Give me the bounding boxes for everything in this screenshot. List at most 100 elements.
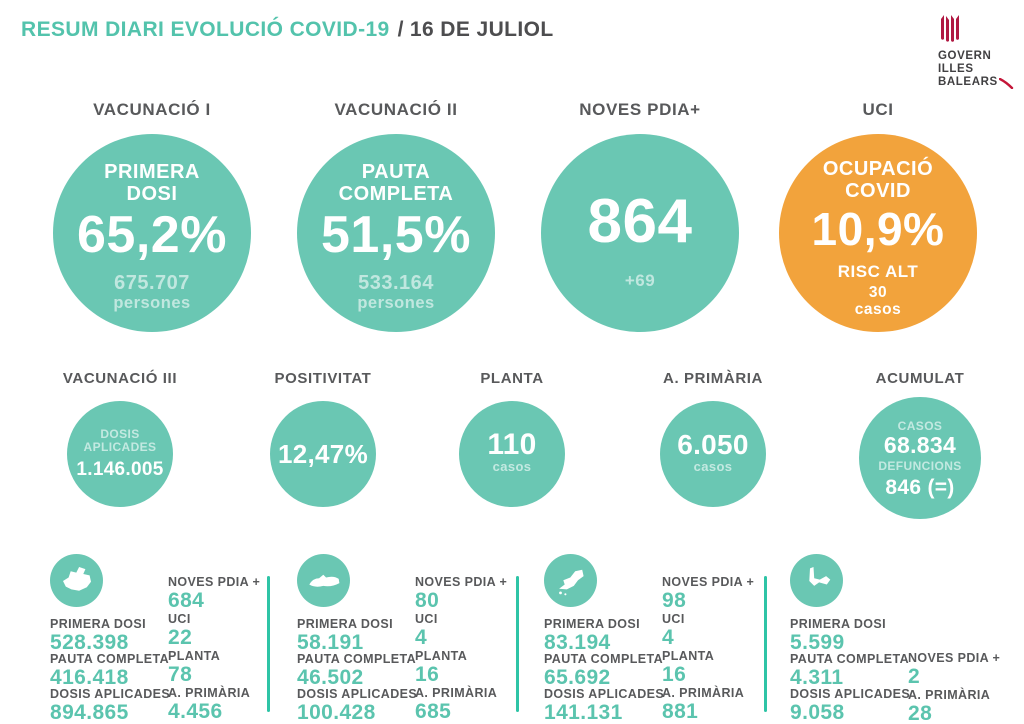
kpi-header: NOVES PDIA+: [579, 100, 701, 119]
section-divider: [764, 576, 767, 712]
stat-value: 58.191: [297, 630, 364, 654]
logo-text-line: GOVERN: [938, 50, 992, 62]
stat-value: 4: [662, 625, 675, 649]
kpi-circle: PAUTA COMPLETA 51,5% 533.164 persones: [297, 134, 495, 332]
kpi-top-label: PAUTA COMPLETA: [338, 161, 454, 205]
kpi-value: 6.050: [677, 429, 749, 460]
stat-value: 16: [662, 662, 687, 686]
stat-value: 894.865: [50, 700, 129, 724]
stat-value: 4.311: [790, 665, 844, 689]
kpi-unit-label: casos: [492, 459, 532, 474]
island-case-stats: NOVES PDIA +684 UCI 22 PLANTA 78 A. PRIMÀR…: [168, 575, 268, 724]
govern-illes-balears-logo: GOVERN ILLES BALEARS: [938, 12, 1018, 89]
eivissa-island-icon: [544, 554, 597, 607]
stat-value: 5.599: [790, 630, 845, 654]
kpi-risk-label: RISC ALT: [837, 262, 919, 281]
stat-value: 684: [168, 588, 205, 612]
stat-value: 416.418: [50, 665, 129, 689]
stat-label: DOSIS APLICADES: [544, 687, 665, 701]
island-section-mallorca: PRIMERA DOSI 528.398 PAUTA COMPLETA 416.41…: [48, 548, 268, 724]
island-section-formentera: PRIMERA DOSI 5.599 PAUTA COMPLETA 4.311 DO…: [788, 548, 1008, 724]
kpi-circle: PRIMERA DOSI 65,2% 675.707 persones: [53, 134, 251, 332]
stat-value: 80: [415, 588, 440, 612]
kpi-noves-pdia: NOVES PDIA+ 864 +69: [540, 100, 740, 332]
kpi-header: VACUNACIÓ III: [62, 370, 178, 387]
stat-label: PAUTA COMPLETA: [790, 652, 910, 666]
stat-value: 78: [168, 662, 193, 686]
stat-label: NOVES PDIA +: [662, 575, 755, 589]
stat-value: 4: [415, 625, 428, 649]
stat-label: PRIMERA DOSI: [297, 617, 394, 631]
island-case-stats: NOVES PDIA +2 A. PRIMÀRIA 28: [908, 651, 1008, 724]
island-vaccination-stats: PRIMERA DOSI 83.194 PAUTA COMPLETA 65.692 …: [544, 617, 665, 724]
logo-text-line: ILLES: [938, 63, 974, 75]
kpi-cases-label: CASOS: [897, 418, 943, 433]
menorca-island-icon: [297, 554, 350, 607]
kpi-value: 1.146.005: [76, 458, 164, 480]
kpi-cases-value: 68.834: [883, 432, 957, 458]
logo-text-line: BALEARS: [938, 76, 1018, 89]
kpi-circle: 110 casos: [459, 401, 565, 507]
stat-value: 46.502: [297, 665, 364, 689]
kpi-top-label: OCUPACIÓ COVID: [822, 158, 934, 202]
page-title: RESUM DIARI EVOLUCIÓ COVID-19 /16 DE JULI…: [21, 18, 554, 42]
stat-label: NOVES PDIA +: [908, 651, 1001, 665]
stat-label: A. PRIMÀRIA: [908, 688, 991, 702]
stat-value: 528.398: [50, 630, 129, 654]
island-case-stats: NOVES PDIA +80 UCI 4 PLANTA 16 A. PRIMÀRIA…: [415, 575, 515, 724]
island-vaccination-stats: PRIMERA DOSI 58.191 PAUTA COMPLETA 46.502 …: [297, 617, 417, 724]
kpi-header: PLANTA: [480, 370, 544, 387]
stat-value: 881: [662, 699, 699, 723]
kpi-circle: DOSIS APLICADES 1.146.005: [67, 401, 173, 507]
kpi-planta: PLANTA 110 casos: [432, 370, 592, 507]
kpi-value: 110: [487, 428, 537, 461]
kpi-deaths-value: 846 (=): [885, 475, 955, 499]
stat-label: DOSIS APLICADES: [790, 687, 911, 701]
kpi-pre-label: DOSIS APLICADES: [83, 426, 157, 454]
kpi-vacunacio-1: VACUNACIÓ I PRIMERA DOSI 65,2% 675.707 p…: [52, 100, 252, 332]
kpi-header: A. PRIMÀRIA: [663, 370, 763, 387]
kpi-positivitat: POSITIVITAT 12,47%: [243, 370, 403, 507]
kpi-value: 864: [587, 187, 693, 256]
stat-label: PLANTA: [168, 649, 221, 663]
island-vaccination-stats: PRIMERA DOSI 528.398 PAUTA COMPLETA 416.41…: [50, 617, 170, 724]
kpi-value: 12,47%: [278, 439, 368, 469]
island-case-stats: NOVES PDIA +98 UCI 4 PLANTA 16 A. PRIMÀRIA…: [662, 575, 762, 724]
stat-label: PAUTA COMPLETA: [297, 652, 417, 666]
kpi-circle: CASOS 68.834 DEFUNCIONS 846 (=): [859, 397, 981, 519]
title-main: RESUM DIARI EVOLUCIÓ COVID-19: [21, 18, 390, 41]
kpi-circle: 6.050 casos: [660, 401, 766, 507]
stat-value: 83.194: [544, 630, 611, 654]
stat-label: NOVES PDIA +: [168, 575, 261, 589]
title-date: 16 DE JULIOL: [409, 18, 554, 41]
kpi-top-label: PRIMERA DOSI: [104, 161, 200, 205]
stat-label: PLANTA: [415, 649, 468, 663]
kpi-header: ACUMULAT: [875, 370, 965, 387]
kpi-uci: UCI OCUPACIÓ COVID 10,9% RISC ALT 30 cas…: [778, 100, 978, 332]
kpi-sub-label: persones: [113, 294, 191, 312]
stat-value: 141.131: [544, 700, 623, 724]
island-section-eivissa: PRIMERA DOSI 83.194 PAUTA COMPLETA 65.692 …: [542, 548, 762, 724]
logo-slash-icon: [998, 78, 1013, 89]
island-vaccination-stats: PRIMERA DOSI 5.599 PAUTA COMPLETA 4.311 DO…: [790, 617, 911, 724]
kpi-delta: +69: [624, 271, 656, 290]
kpi-acumulat: ACUMULAT CASOS 68.834 DEFUNCIONS 846 (=): [830, 370, 1010, 519]
stat-label: A. PRIMÀRIA: [415, 686, 498, 700]
stat-label: PRIMERA DOSI: [544, 617, 641, 631]
stat-label: UCI: [168, 612, 191, 626]
balearic-shield-icon: [941, 15, 959, 42]
stat-value: 9.058: [790, 700, 845, 724]
formentera-island-icon: [790, 554, 843, 607]
kpi-a-primaria: A. PRIMÀRIA 6.050 casos: [633, 370, 793, 507]
kpi-value: 65,2%: [77, 206, 227, 264]
stat-label: UCI: [662, 612, 685, 626]
section-divider: [516, 576, 519, 712]
kpi-sub-label: persones: [357, 294, 435, 312]
stat-value: 685: [415, 699, 452, 723]
stat-value: 100.428: [297, 700, 376, 724]
kpi-sub-value: 533.164: [358, 272, 434, 294]
kpi-circle: OCUPACIÓ COVID 10,9% RISC ALT 30 casos: [779, 134, 977, 332]
stat-label: NOVES PDIA +: [415, 575, 508, 589]
mallorca-island-icon: [50, 554, 103, 607]
